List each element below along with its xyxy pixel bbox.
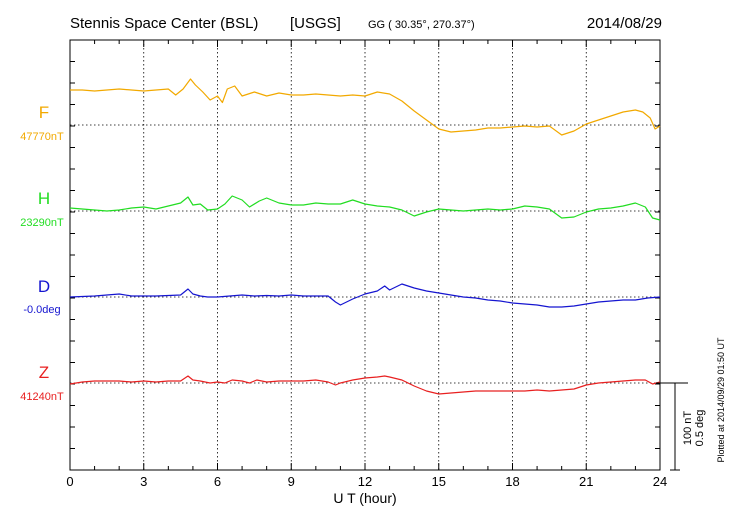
series-line-z	[69, 375, 661, 395]
series-name-z: Z	[39, 363, 49, 382]
series-line-h	[69, 195, 661, 221]
x-tick-label: 0	[66, 474, 73, 489]
series-name-h: H	[38, 189, 50, 208]
scale-nt-label: 100 nT	[682, 411, 694, 446]
series-lines	[69, 78, 661, 395]
coordinates-label: GG ( 30.35°, 270.37°)	[368, 19, 475, 31]
x-tick-label: 6	[214, 474, 221, 489]
station-title: Stennis Space Center (BSL)	[70, 15, 258, 32]
x-tick-label: 18	[505, 474, 519, 489]
series-name-d: D	[38, 277, 50, 296]
scale-bar: 100 nT 0.5 deg	[656, 382, 706, 471]
x-tick-label: 21	[579, 474, 593, 489]
x-tick-label: 24	[653, 474, 667, 489]
axis-ticks	[69, 40, 661, 470]
x-tick-labels: 0 3 6 9 12 15 18 21 24	[66, 474, 667, 489]
series-line-f	[70, 78, 661, 136]
x-axis-label: U T (hour)	[333, 490, 396, 506]
series-baseline-d: -0.0deg	[23, 304, 60, 316]
x-tick-label: 12	[358, 474, 372, 489]
grid-lines	[143, 40, 587, 470]
series-baseline-z: 41240nT	[20, 391, 64, 403]
x-tick-label: 3	[140, 474, 147, 489]
series-baseline-f: 47770nT	[20, 131, 64, 143]
series-name-f: F	[39, 103, 49, 122]
network-label: [USGS]	[290, 15, 341, 32]
scale-deg-label: 0.5 deg	[694, 410, 706, 447]
series-labels: F 47770nT H 23290nT D -0.0deg Z 41240nT	[20, 103, 64, 403]
x-tick-label: 15	[432, 474, 446, 489]
series-line-d	[69, 283, 661, 308]
x-tick-label: 9	[288, 474, 295, 489]
series-baseline-h: 23290nT	[20, 217, 64, 229]
plotted-at-note: Plotted at 2014/09/29 01:50 UT	[716, 337, 726, 463]
date-label: 2014/08/29	[587, 15, 662, 32]
